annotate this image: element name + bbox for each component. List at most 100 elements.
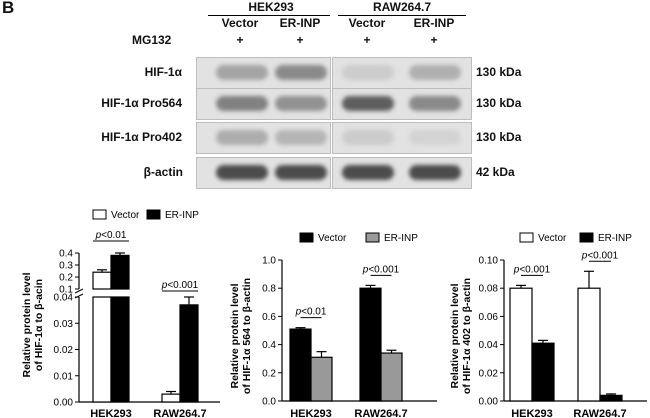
chart-hif1a: Vector ER-INP Relative protein level of HIF… [21,209,220,418]
y-tick-label: 1.0 [262,256,276,267]
bar [599,394,623,402]
western-blot: HEK293 RAW264.7 Vector ER-INP Vector ER-… [0,0,650,200]
blot-band [275,165,327,180]
y-tick-label: 0.4 [59,249,73,260]
y-axis-label: of HIF-1α 564 to β-actin [241,278,253,394]
bar [110,296,130,403]
cell-line-underline-raw264 [338,15,466,16]
blot-band [342,165,394,180]
y-tick-label: 0.6 [262,312,276,323]
x-tick-label: HEK293 [511,408,553,418]
p-value-label: p<0.001 [513,264,551,275]
legend-swatch [92,209,107,220]
x-tick-label: HEK293 [90,408,132,418]
lane-label: Vector [221,16,259,30]
blot-band [409,65,461,80]
legend-label: Vector [318,233,347,244]
blot-band [275,65,327,80]
legend-swatch [365,232,380,243]
y-tick-label: 0.03 [54,319,74,330]
axis-break-mark [74,288,84,294]
legend-label: ER-INP [598,233,632,244]
y-tick-label: 0.1 [59,285,73,296]
bar [359,287,382,402]
blot-size-label: 130 kDa [476,96,522,110]
y-tick-label: 0.01 [54,371,74,382]
legend-label: ER-INP [384,233,418,244]
y-axis-label: of HIF-1α to β-acin [33,279,45,371]
bar [110,254,130,290]
blot-membrane [332,57,472,89]
y-axis-label: of HIF-1α 402 to β-actin [461,278,473,394]
legend-swatch [519,232,534,243]
bar [509,287,533,402]
bar [92,296,112,403]
chart-hif1a-pro564: Vector ER-INP Relative protein level of HIF… [229,232,437,418]
y-tick-label: 0.3 [59,261,73,272]
cell-line-raw264: RAW264.7 [372,0,432,14]
blot-band [216,65,268,80]
lane-label: ER-INP [279,16,321,30]
y-tick-label: 0.8 [262,284,276,295]
y-axis-label: Relative protein level [21,272,33,377]
blot-band [275,96,327,111]
bar [310,356,333,402]
y-tick-label: 0.02 [54,345,74,356]
legend-label: Vector [111,210,140,221]
x-tick-label: HEK293 [290,408,332,418]
blot-band [342,65,394,80]
bar [577,287,601,402]
legend-swatch [146,209,161,220]
x-tick-label: RAW264.7 [153,408,206,418]
p-value-label: p<0.01 [295,307,327,318]
y-tick-label: 0.00 [54,398,74,409]
blot-band [216,165,268,180]
blot-membrane [196,88,331,120]
blot-row-label: HIF-1α Pro564 [101,96,182,110]
bar [380,352,403,402]
blot-row-label: HIF-1α Pro402 [101,130,182,144]
blot-row-label: β-actin [143,165,183,179]
legend-label: ER-INP [165,210,199,221]
x-tick-label: RAW264.7 [354,408,407,418]
treatment-mark: + [363,33,371,47]
bar [531,342,555,402]
panel-letter: B [2,0,15,17]
legend-label: Vector [538,233,567,244]
blot-size-label: 42 kDa [476,165,515,179]
chart-hif1a-pro402: Vector ER-INP Relative protein level of HIF… [449,232,647,418]
lane-label: ER-INP [413,16,455,30]
blot-band [342,130,394,145]
x-tick-label: RAW264.7 [573,408,626,418]
lane-label: Vector [348,16,386,30]
blot-row-label: HIF-1α [144,65,182,79]
blot-band [216,130,268,145]
p-value-label: p<0.001 [161,280,199,291]
blot-band [275,130,327,145]
y-tick-label: 0.00 [479,397,499,408]
blot-membrane [332,122,472,154]
blot-band [216,96,268,111]
blot-band [409,96,461,111]
bar [179,304,199,403]
blot-membrane [332,157,472,189]
p-value-label: p<0.001 [581,250,619,261]
bar [92,271,112,290]
blot-membrane [196,57,331,89]
y-tick-label: 0.10 [479,256,499,267]
legend-swatch [579,232,594,243]
y-tick-label: 0.04 [54,293,74,304]
blot-band [342,96,394,111]
p-value-label: p<0.01 [95,230,127,241]
treatment-mark: + [236,33,244,47]
blot-band [409,165,461,180]
y-tick-label: 0.08 [479,284,499,295]
cell-line-hek293: HEK293 [248,0,294,14]
blot-size-label: 130 kDa [476,130,522,144]
y-tick-label: 0.04 [479,340,499,351]
blot-membrane [332,88,472,120]
y-tick-label: 0.06 [479,312,499,323]
blot-membrane [196,157,331,189]
cell-line-underline-hek293 [208,15,330,16]
blot-band [409,130,461,145]
